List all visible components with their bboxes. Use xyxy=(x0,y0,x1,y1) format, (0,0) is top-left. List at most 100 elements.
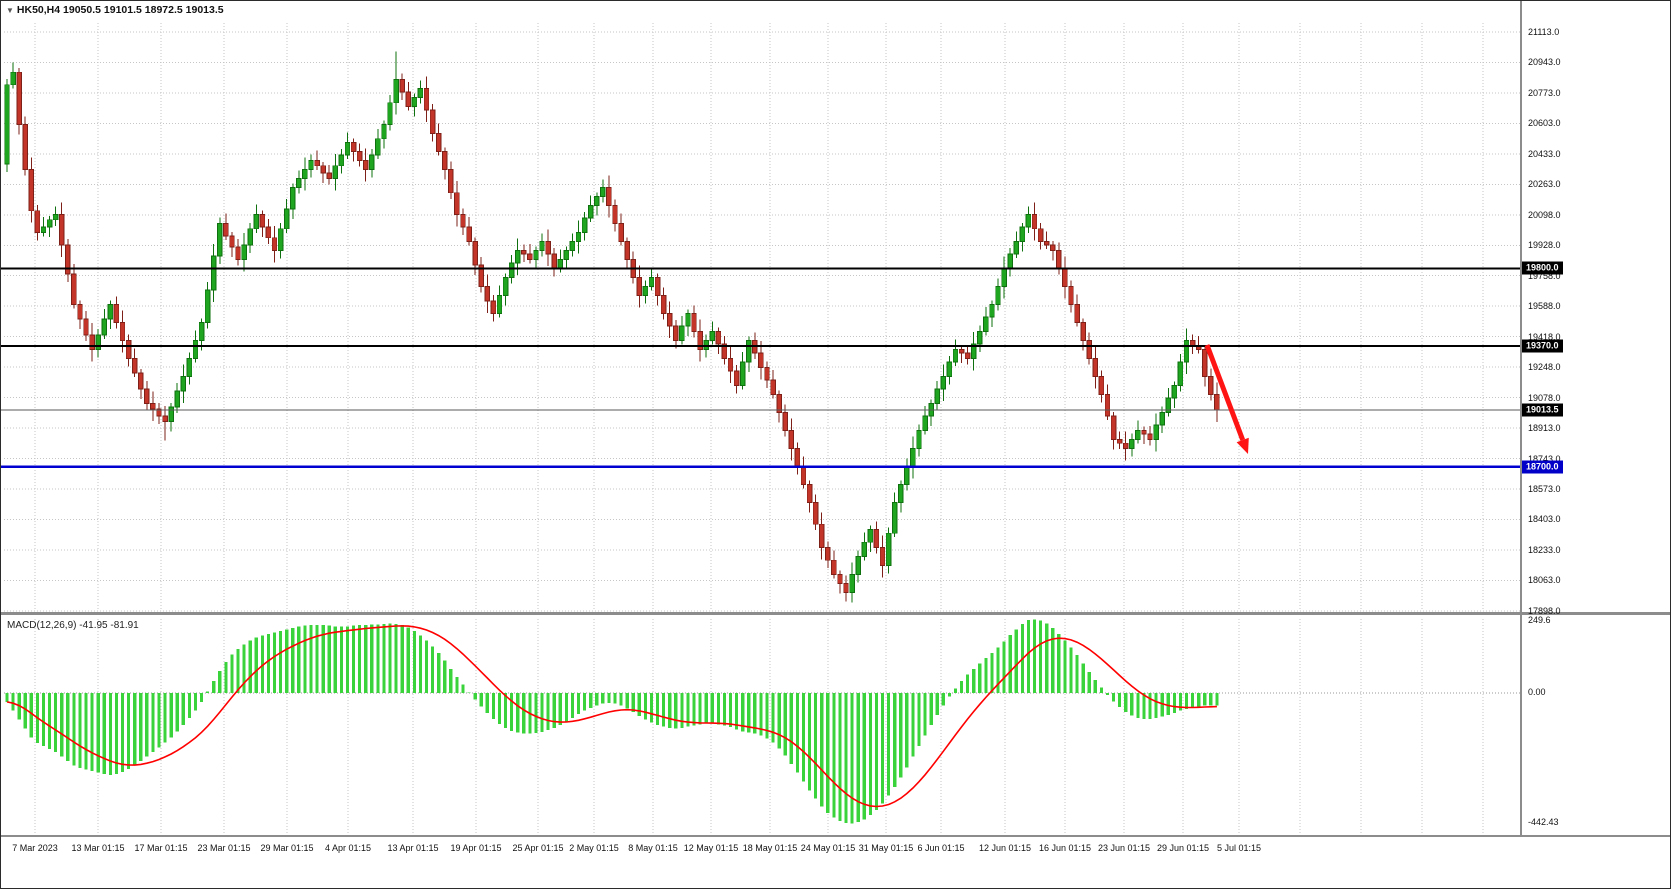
candle-body xyxy=(1007,253,1013,269)
candle-body xyxy=(1123,442,1129,449)
macd-histogram-bar xyxy=(1057,634,1061,693)
macd-histogram-bar xyxy=(546,693,550,731)
macd-histogram-bar xyxy=(643,693,647,720)
macd-histogram-bar xyxy=(114,693,119,775)
candle-body xyxy=(442,151,448,170)
candle-body xyxy=(59,214,65,246)
pane-separator[interactable] xyxy=(1,612,1671,615)
candle-body xyxy=(490,300,497,314)
candle-body xyxy=(879,547,886,567)
macd-histogram-bar xyxy=(47,693,52,750)
candle-body xyxy=(715,331,722,345)
candle-body xyxy=(1043,241,1050,246)
candle-body xyxy=(575,232,582,242)
candle-body xyxy=(229,235,235,248)
macd-histogram-bar xyxy=(607,693,611,704)
macd-histogram-bar xyxy=(1099,687,1103,693)
candle-body xyxy=(138,372,144,390)
macd-histogram-bar xyxy=(668,693,672,728)
candle-body xyxy=(332,165,339,179)
macd-histogram-bar xyxy=(631,693,635,712)
macd-histogram-bar xyxy=(90,693,94,772)
macd-histogram-bar xyxy=(145,693,149,757)
macd-histogram-bar xyxy=(479,693,483,707)
macd-histogram-bar xyxy=(771,693,775,743)
candle-body xyxy=(259,214,266,228)
candle-body xyxy=(338,154,345,167)
price-axis-label: 20098.0 xyxy=(1528,209,1561,220)
candle-body xyxy=(4,84,10,165)
candle-body xyxy=(247,228,253,246)
macd-histogram-bar xyxy=(400,625,404,693)
candle-body xyxy=(417,87,424,98)
candle-body xyxy=(320,165,326,174)
macd-histogram-bar xyxy=(619,693,623,706)
candle-body xyxy=(253,214,259,230)
macd-histogram-bar xyxy=(242,644,246,693)
candle-body xyxy=(314,160,320,167)
price-axis-label: 18063.0 xyxy=(1528,575,1561,586)
macd-histogram-bar xyxy=(321,625,325,693)
candle-body xyxy=(885,532,892,567)
candle-body xyxy=(429,109,436,134)
candle-body xyxy=(1202,349,1208,377)
price-axis[interactable]: 21113.0 20943.0 20773.0 20603.0 20433.0 20263… xyxy=(1522,1,1670,837)
macd-histogram-bar xyxy=(777,693,781,749)
macd-histogram-bar xyxy=(272,632,277,693)
candle-body xyxy=(819,523,825,549)
candle-body xyxy=(1116,439,1123,444)
candle-body xyxy=(46,219,53,228)
macd-histogram-bar xyxy=(917,693,921,747)
time-axis-separator xyxy=(1,835,1670,837)
candle-body xyxy=(989,304,995,318)
time-axis-label: 12 May 01:15 xyxy=(683,843,739,853)
macd-histogram-bar xyxy=(455,676,459,693)
price-axis-label: 18233.0 xyxy=(1528,544,1561,555)
candle-body xyxy=(1177,361,1184,386)
price-axis-label: 20433.0 xyxy=(1528,148,1561,159)
macd-histogram-bar xyxy=(1039,620,1043,693)
macd-histogram-bar xyxy=(814,693,818,799)
candle-body xyxy=(1086,340,1092,359)
macd-histogram-bar xyxy=(1178,693,1183,711)
candle-body xyxy=(1208,376,1214,395)
time-axis-label: 16 Jun 01:15 xyxy=(1038,843,1092,853)
macd-histogram-bar xyxy=(583,693,587,711)
candle-body xyxy=(1171,385,1178,399)
candle-body xyxy=(496,295,503,314)
candle-body xyxy=(758,352,764,368)
candle-body xyxy=(721,343,728,359)
macd-histogram-bar xyxy=(1026,619,1031,693)
macd-histogram-bar xyxy=(260,635,264,693)
price-axis-label: 18913.0 xyxy=(1528,423,1561,434)
macd-histogram-bar xyxy=(66,693,70,761)
candle-body xyxy=(904,466,910,485)
macd-histogram-bar xyxy=(655,693,660,725)
down-arrow-annotation[interactable] xyxy=(1204,344,1246,441)
candle-body xyxy=(95,334,101,350)
macd-histogram-bar xyxy=(966,674,970,693)
candle-body xyxy=(174,390,180,408)
candle-body xyxy=(964,352,971,359)
candle-body xyxy=(624,241,630,260)
macd-histogram-bar xyxy=(485,693,489,714)
candle-body xyxy=(472,241,478,266)
time-axis[interactable]: 7 Mar 2023 13 Mar 01:15 17 Mar 01:15 23 Mar… xyxy=(1,838,1670,864)
candle-body xyxy=(1147,433,1153,440)
macd-histogram-bar xyxy=(558,693,562,725)
candle-body xyxy=(733,370,740,386)
candle-body xyxy=(71,273,77,305)
candle-body xyxy=(563,250,570,260)
macd-histogram-bar xyxy=(169,693,173,738)
macd-histogram-bar xyxy=(297,626,301,693)
candle-body xyxy=(776,394,782,413)
macd-histogram-bar xyxy=(181,693,185,725)
candle-body xyxy=(946,361,953,377)
candle-body xyxy=(606,187,612,206)
macd-histogram-bar xyxy=(1002,641,1006,693)
candle-body xyxy=(393,78,399,104)
collapse-triangle-icon[interactable]: ▼ xyxy=(6,6,14,15)
macd-histogram-bar xyxy=(735,693,739,730)
candle-body xyxy=(581,217,588,233)
